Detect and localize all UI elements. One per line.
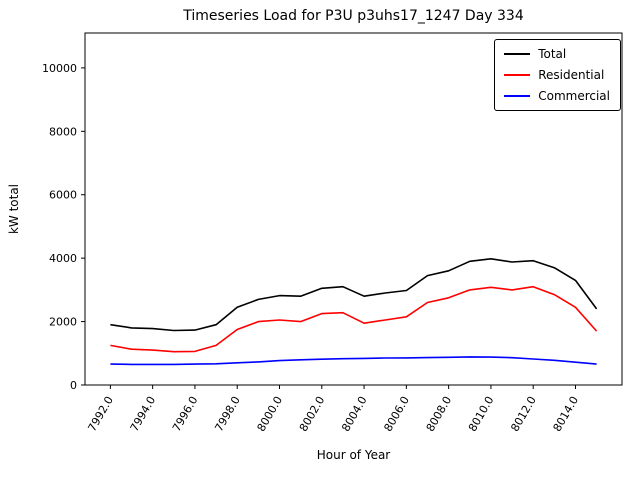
y-tick-label: 8000 xyxy=(49,125,77,138)
x-axis-label: Hour of Year xyxy=(316,448,391,462)
legend-item-total: Total xyxy=(504,47,610,61)
y-tick-label: 4000 xyxy=(49,252,77,265)
x-tick-label: 7998.0 xyxy=(212,394,243,434)
x-tick-label: 8000.0 xyxy=(255,394,286,434)
legend-label-residential: Residential xyxy=(538,68,605,82)
legend-label-commercial: Commercial xyxy=(538,89,610,103)
x-tick-label: 8006.0 xyxy=(381,394,412,434)
y-tick-label: 6000 xyxy=(49,189,77,202)
x-tick-label: 8004.0 xyxy=(339,394,370,434)
series-residential-line xyxy=(110,285,598,353)
legend-item-commercial: Commercial xyxy=(504,89,610,103)
legend-label-total: Total xyxy=(538,47,567,61)
legend-line-residential xyxy=(504,74,531,76)
y-tick-label: 0 xyxy=(70,379,77,392)
legend-line-total xyxy=(504,53,531,55)
legend-line-commercial xyxy=(504,95,531,97)
legend-item-residential: Residential xyxy=(504,68,610,82)
y-axis-label: kW total xyxy=(7,183,21,235)
y-tick-label: 10000 xyxy=(42,62,77,75)
axes-box xyxy=(84,32,623,386)
y-tick-label: 2000 xyxy=(49,316,77,329)
x-tick-label: 7994.0 xyxy=(128,394,159,434)
x-tick-label: 7992.0 xyxy=(85,394,116,434)
series-commercial-line xyxy=(110,356,597,366)
x-tick-label: 8008.0 xyxy=(424,394,455,434)
x-tick-label: 8014.0 xyxy=(551,394,582,434)
series-total-line xyxy=(110,257,598,332)
x-tick-label: 8012.0 xyxy=(508,394,539,434)
chart-title: Timeseries Load for P3U p3uhs17_1247 Day… xyxy=(183,8,524,24)
x-tick-label: 8010.0 xyxy=(466,394,497,434)
legend: Total Residential Commercial xyxy=(494,39,621,111)
x-tick-label: 7996.0 xyxy=(170,394,201,434)
x-tick-label: 8002.0 xyxy=(297,394,328,434)
